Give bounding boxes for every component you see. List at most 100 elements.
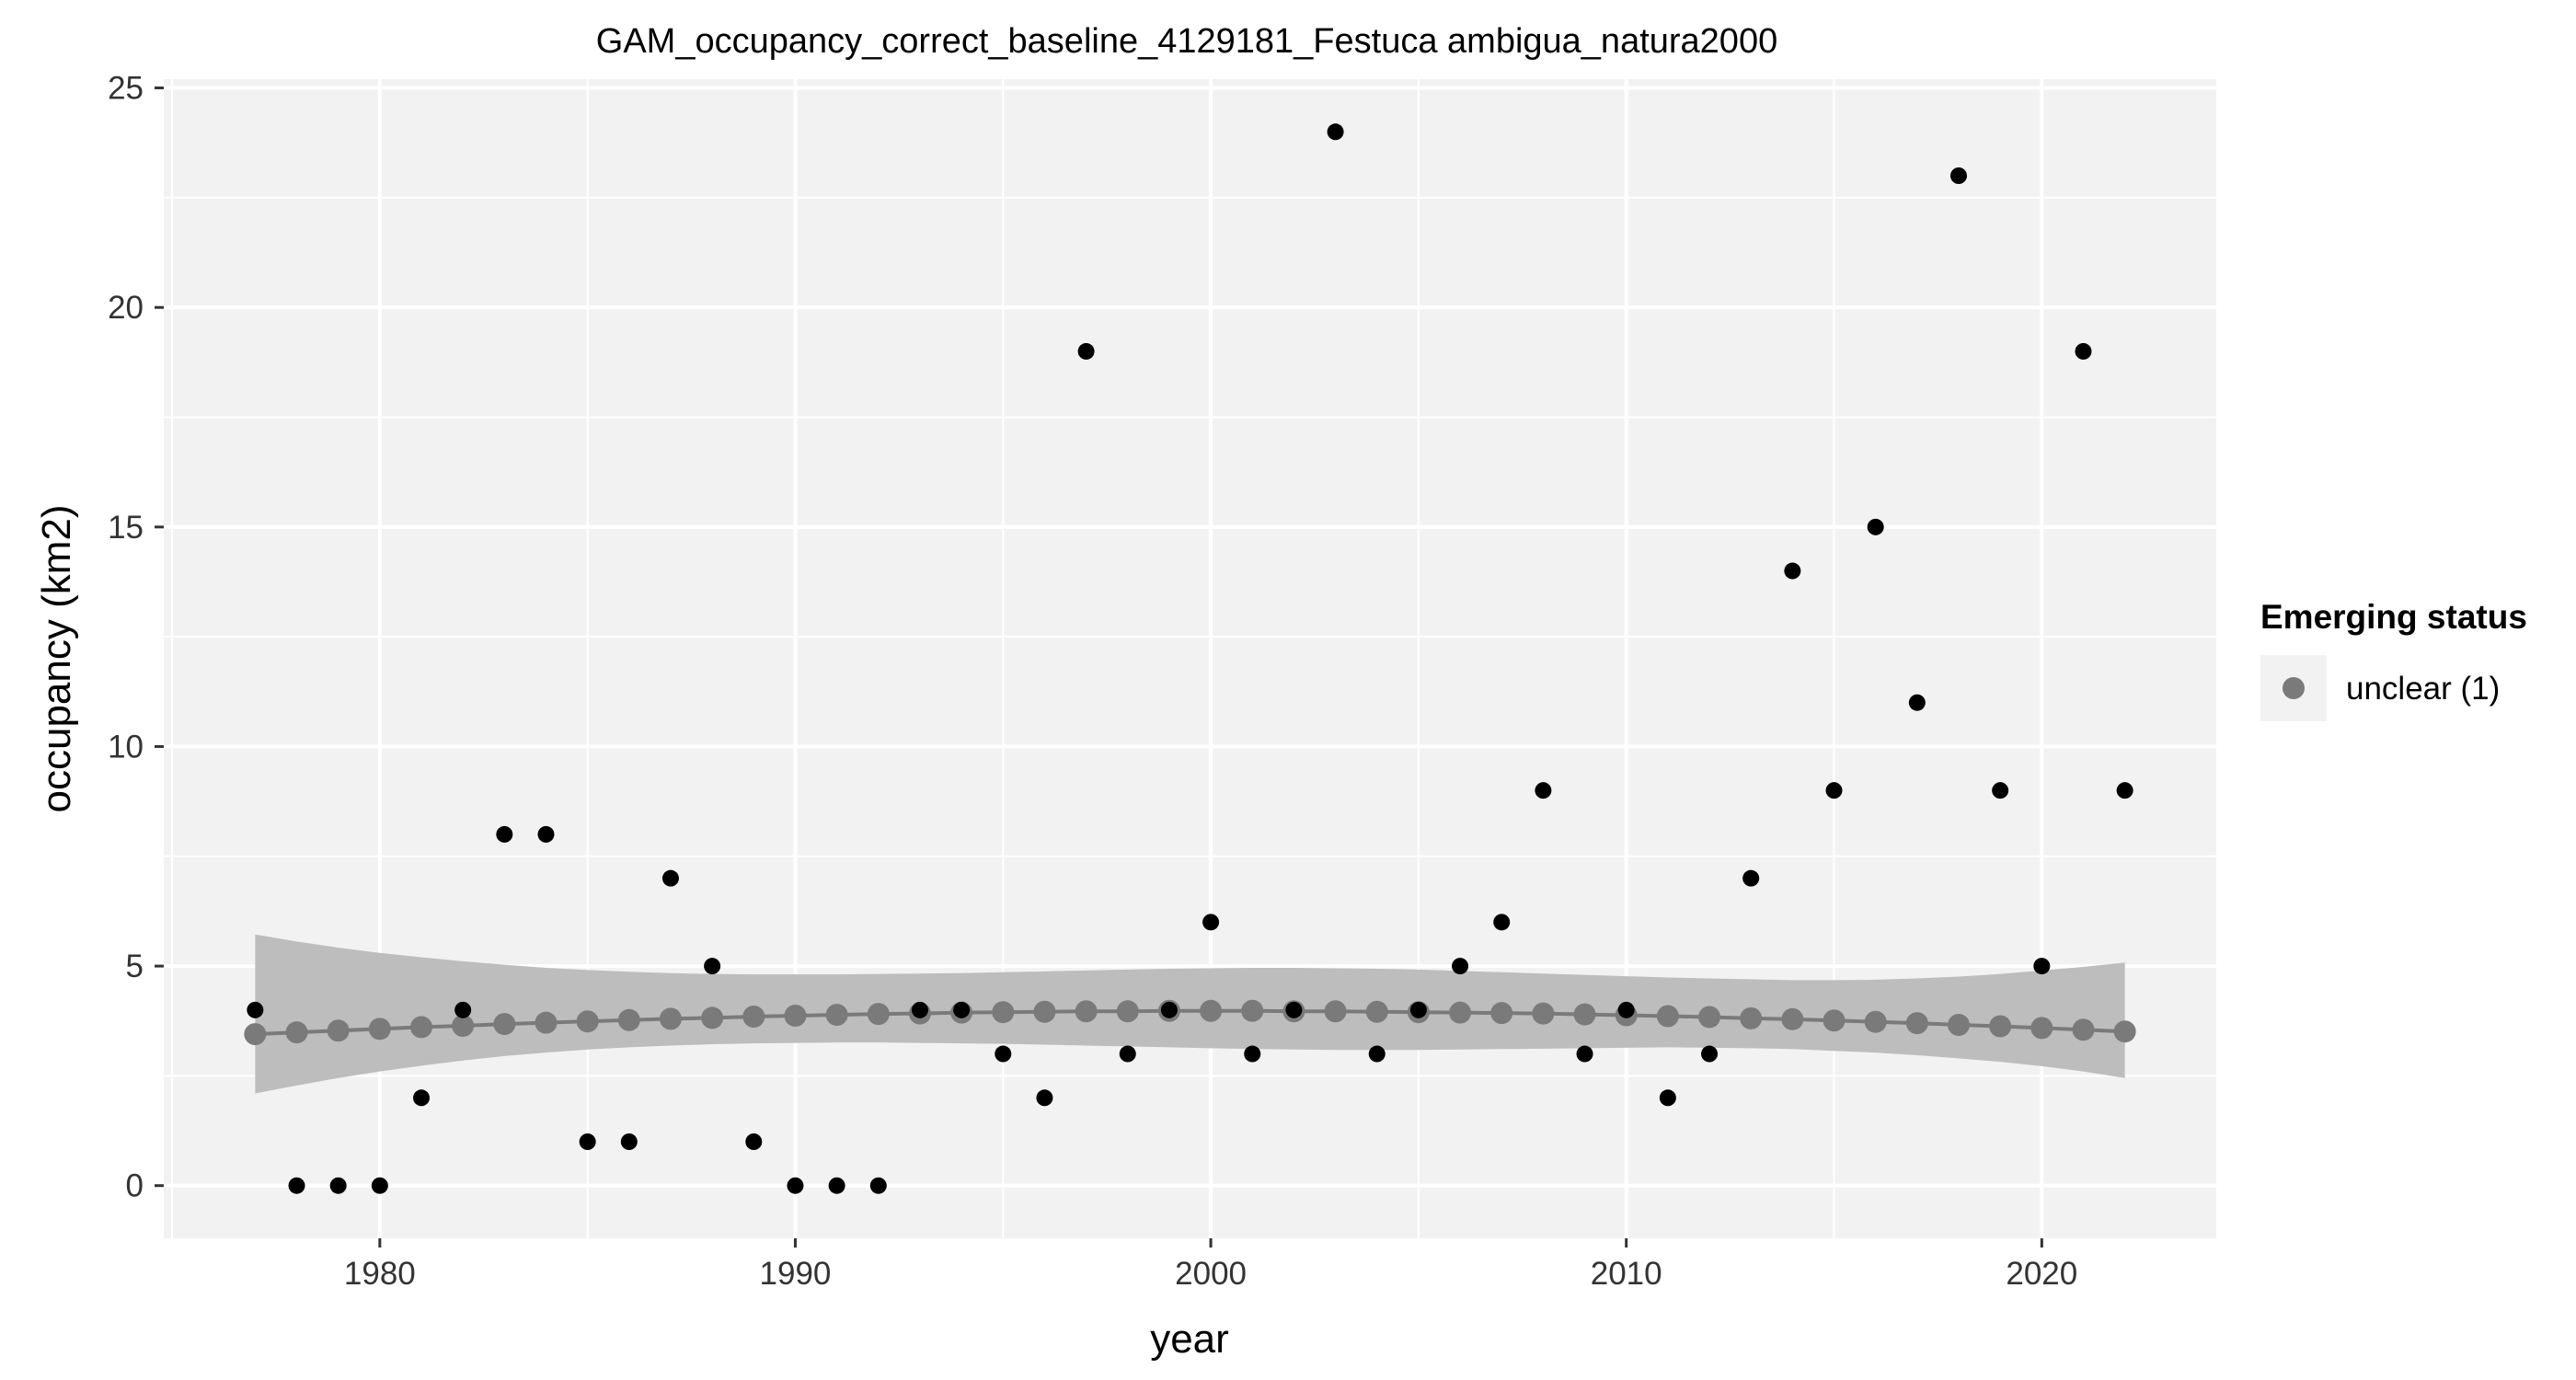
fit-point — [1905, 1012, 1928, 1035]
fit-point — [368, 1018, 391, 1041]
observed-point — [620, 1133, 638, 1150]
observed-point — [1160, 1001, 1178, 1018]
observed-point — [1949, 167, 1967, 184]
fit-line — [255, 1008, 2125, 1037]
fit-point — [410, 1016, 433, 1039]
fit-point — [244, 1023, 267, 1046]
observed-point — [911, 1001, 928, 1018]
observed-point — [1742, 869, 1760, 887]
observed-point — [1452, 958, 1469, 975]
fit-point — [1698, 1006, 1721, 1029]
grid-minor — [164, 79, 2216, 1238]
confidence-ribbon-layer — [255, 934, 2125, 1094]
fit-point — [992, 1001, 1015, 1024]
fit-point — [1656, 1005, 1679, 1028]
legend-key-unclear — [2283, 677, 2305, 699]
fit-point — [1823, 1009, 1846, 1032]
observed-point — [1119, 1045, 1136, 1063]
x-axis-title: year — [1150, 1317, 1229, 1362]
observed-point — [1867, 518, 1884, 535]
fit-point — [742, 1005, 765, 1028]
observed-point — [661, 869, 679, 887]
observed-point — [704, 958, 721, 975]
observed-point — [413, 1089, 431, 1107]
fit-point — [1241, 999, 1264, 1022]
fit-point — [1740, 1006, 1763, 1029]
observed-point — [1285, 1001, 1303, 1018]
fit-point — [1532, 1002, 1555, 1025]
observed-point — [1784, 562, 1801, 580]
observed-point — [1992, 782, 2009, 799]
observed-point — [745, 1133, 763, 1150]
fit-point — [1365, 1000, 1388, 1023]
observed-points-layer — [247, 123, 2133, 1194]
observed-point — [2116, 782, 2133, 799]
x-tick-label: 2010 — [1591, 1256, 1662, 1292]
observed-point — [828, 1177, 845, 1194]
chart-title: GAM_occupancy_correct_baseline_4129181_F… — [596, 22, 1777, 61]
observed-point — [1202, 914, 1220, 931]
observed-point — [537, 825, 555, 843]
fit-point — [1947, 1014, 1970, 1037]
observed-point — [1409, 1001, 1427, 1018]
fit-point — [576, 1010, 599, 1033]
observed-point — [953, 1001, 971, 1018]
observed-point — [579, 1133, 596, 1150]
legend-title: Emerging status — [2260, 598, 2527, 636]
fit-point — [617, 1008, 640, 1031]
fit-point — [784, 1005, 807, 1028]
y-tick-label: 25 — [108, 71, 144, 107]
fit-point — [2113, 1020, 2136, 1043]
y-tick-label: 0 — [126, 1168, 144, 1204]
x-tick-label: 2000 — [1175, 1256, 1247, 1292]
observed-point — [1368, 1045, 1386, 1063]
confidence-ribbon — [255, 934, 2125, 1094]
axes: 1980 1990 2000 2010 2020 0 5 10 15 20 25 — [108, 71, 2077, 1292]
fit-point — [1033, 1000, 1056, 1023]
observed-point — [1493, 914, 1511, 931]
fit-point — [2030, 1017, 2053, 1040]
observed-point — [2075, 342, 2092, 360]
fit-point — [1200, 999, 1223, 1022]
fit-point — [1490, 1002, 1513, 1025]
observed-point — [454, 1001, 472, 1018]
fit-point — [452, 1015, 475, 1037]
x-tick-label: 2020 — [2006, 1256, 2077, 1292]
y-tick-label: 20 — [108, 290, 144, 326]
fit-point — [1116, 1000, 1139, 1023]
y-axis-title: occupancy (km2) — [34, 504, 79, 812]
observed-point — [1244, 1045, 1261, 1063]
fit-point — [867, 1003, 890, 1026]
observed-point — [371, 1177, 388, 1194]
observed-point — [1825, 782, 1843, 799]
observed-point — [787, 1177, 804, 1194]
fit-point — [1324, 1000, 1347, 1023]
observed-point — [995, 1045, 1012, 1063]
fit-point — [327, 1019, 350, 1042]
observed-point — [1535, 782, 1552, 799]
observed-point — [1077, 342, 1095, 360]
observed-point — [1036, 1089, 1053, 1107]
x-tick-label: 1990 — [760, 1256, 832, 1292]
observed-point — [496, 825, 513, 843]
fit-point — [1864, 1010, 1887, 1033]
y-tick-label: 5 — [126, 949, 144, 984]
y-tick-label: 10 — [108, 729, 144, 765]
legend-label-unclear: unclear (1) — [2346, 671, 2500, 707]
observed-point — [1908, 694, 1926, 711]
observed-point — [288, 1177, 305, 1194]
observed-point — [2033, 958, 2051, 975]
y-tick-label: 15 — [108, 510, 144, 546]
observed-point — [869, 1177, 887, 1194]
fit-point — [825, 1004, 848, 1027]
observed-point — [247, 1001, 264, 1018]
observed-point — [1659, 1089, 1676, 1107]
observed-point — [1617, 1001, 1635, 1018]
fit-point — [1781, 1007, 1804, 1030]
fit-point — [1989, 1015, 2012, 1038]
observed-point — [1327, 123, 1344, 141]
fit-point — [2072, 1018, 2095, 1041]
x-tick-label: 1980 — [344, 1256, 416, 1292]
legend: Emerging status unclear (1) — [2260, 598, 2527, 721]
